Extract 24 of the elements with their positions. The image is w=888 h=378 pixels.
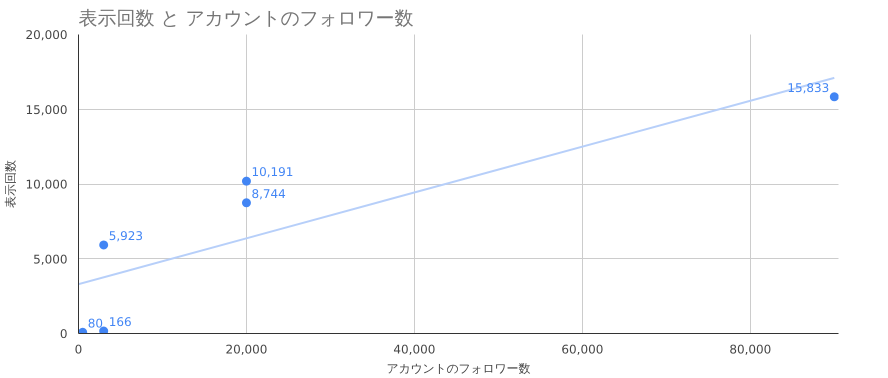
data-label: 10,191 [251, 165, 294, 180]
y-tick-label: 20,000 [26, 28, 68, 42]
data-label: 5,923 [108, 228, 144, 243]
x-tick-label: 40,000 [393, 342, 436, 356]
point [99, 240, 108, 250]
x-tick-label: 20,000 [225, 342, 268, 356]
data-label: 166 [108, 315, 132, 330]
data-label: 80 [88, 316, 103, 330]
x-tick-label: 80,000 [729, 342, 772, 356]
y-tick-label: 15,000 [26, 102, 68, 117]
x-tick-label: 60,000 [561, 342, 604, 356]
y-axis-title: 表示回数 [4, 160, 18, 208]
y-tick-label: 0 [60, 327, 68, 341]
point [242, 198, 251, 208]
y-tick-label: 10,000 [26, 178, 68, 192]
x-axis-title: アカウントのフォロワー数 [386, 362, 530, 376]
data-label: 15,833 [787, 80, 830, 95]
point [830, 92, 838, 102]
data-label: 8,744 [251, 186, 286, 201]
y-tick-label: 5,000 [33, 252, 68, 266]
x-tick-label: 0 [74, 342, 82, 356]
chart-title: 表示回数 と アカウントのフォロワー数 [78, 8, 414, 30]
point [242, 176, 251, 186]
point [99, 326, 108, 334]
